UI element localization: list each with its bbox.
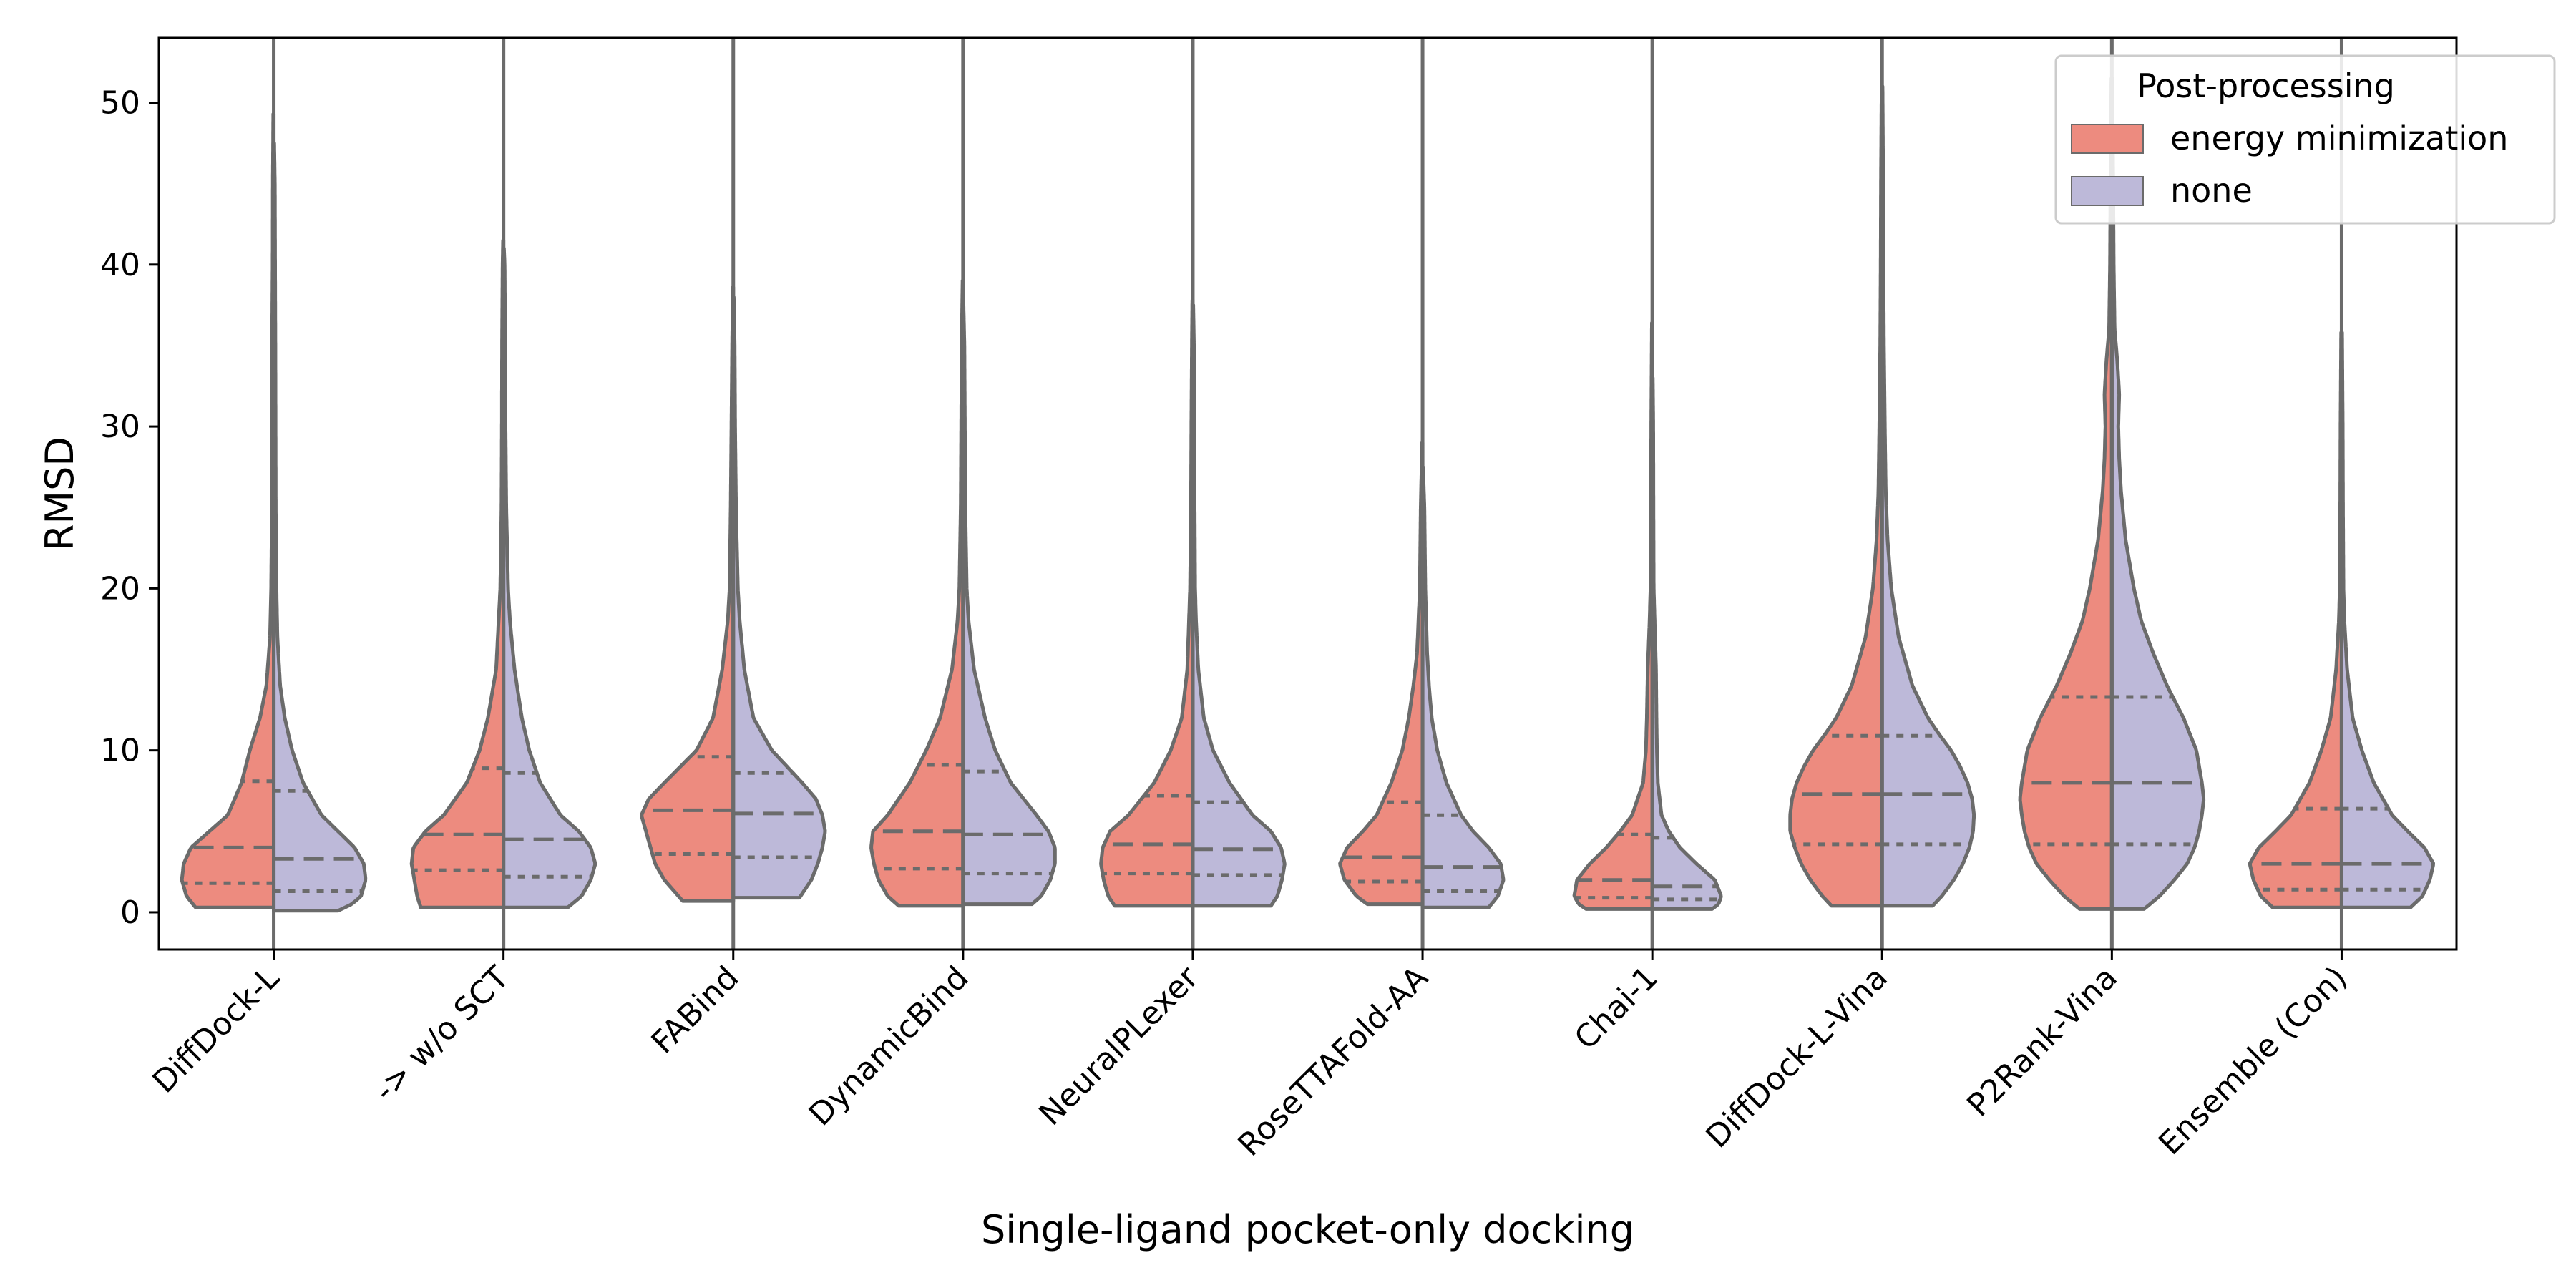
violin-half-none-5	[1420, 465, 1506, 909]
legend-title: Post-processing	[2137, 67, 2395, 105]
y-axis-title: RMSD	[37, 436, 82, 551]
legend-swatch-energy-minimization	[2071, 124, 2144, 154]
y-axis: 0 10 20 30 40 50	[100, 85, 159, 931]
y-tick-label-40: 40	[100, 247, 140, 283]
y-tick-label-0: 0	[120, 894, 140, 931]
y-tick-label-50: 50	[100, 85, 140, 122]
legend-swatch-none	[2071, 176, 2144, 206]
violin-half-energy-minimization-5	[1338, 441, 1425, 907]
violin-group	[180, 38, 2435, 950]
legend-label-energy-minimization: energy minimization	[2170, 119, 2508, 157]
plot-area-frame	[157, 36, 2458, 951]
legend-frame	[2054, 54, 2556, 225]
legend: Post-processing energy minimization none	[2054, 54, 2556, 225]
x-axis-title: Single-ligand pocket-only docking	[981, 1207, 1634, 1252]
y-tick-label-10: 10	[100, 733, 140, 769]
y-tick-label-20: 20	[100, 570, 140, 607]
legend-label-none: none	[2170, 171, 2253, 210]
y-tick-label-30: 30	[100, 409, 140, 445]
